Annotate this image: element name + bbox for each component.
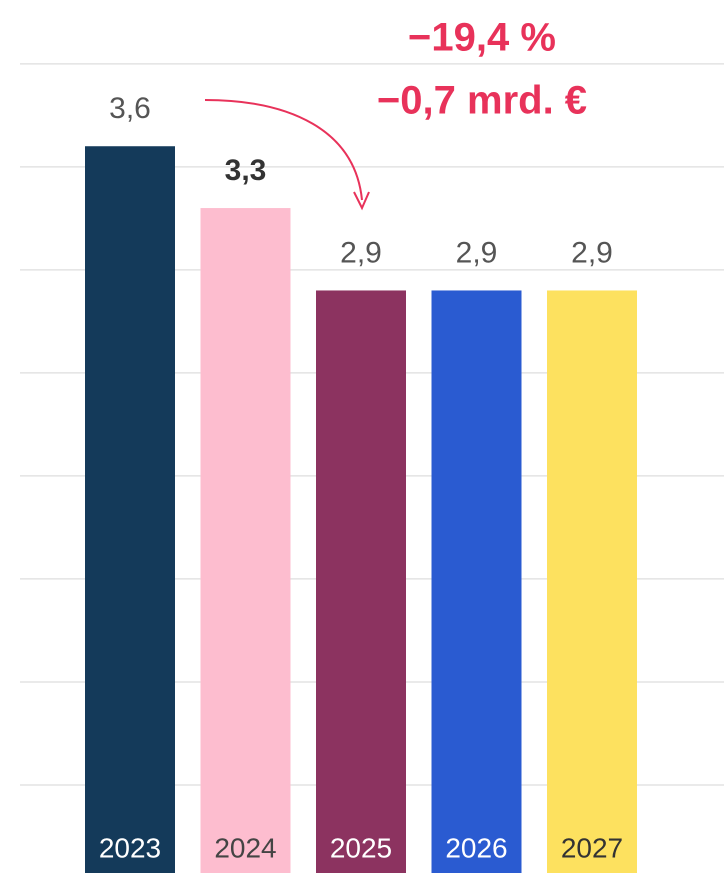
value-label: 2,9 [456, 236, 498, 269]
value-label: 3,3 [225, 154, 267, 187]
x-tick-label: 2027 [561, 832, 623, 863]
annotation: −0,7 mrd. € [377, 79, 587, 123]
x-tick-label: 2026 [445, 832, 507, 863]
bar [547, 290, 637, 873]
value-label: 2,9 [571, 236, 613, 269]
bar [85, 146, 175, 873]
annotation: −19,4 % [408, 16, 556, 60]
bar [316, 290, 406, 873]
value-label: 3,6 [109, 92, 151, 125]
arrow-head [353, 191, 370, 211]
value-label: 2,9 [340, 236, 382, 269]
arrow [204, 99, 363, 201]
bar [200, 208, 291, 873]
x-tick-label: 2024 [214, 832, 276, 863]
bars: 3,6 2023 3,3 2024 2,9 2025 2,9 2026 2,9 2027 [85, 92, 637, 873]
bar [431, 290, 522, 873]
x-tick-label: 2023 [99, 832, 161, 863]
x-tick-label: 2025 [330, 832, 392, 863]
